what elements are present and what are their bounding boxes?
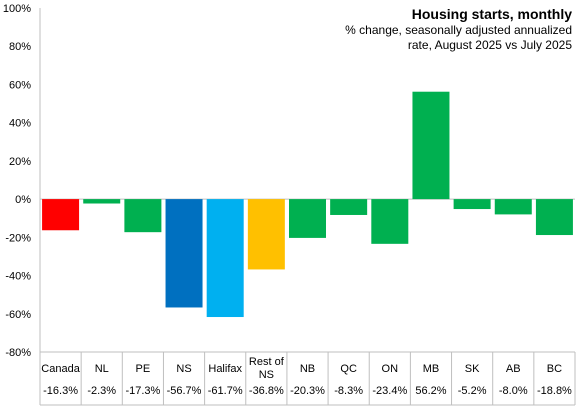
y-tick-label: 80% — [9, 41, 31, 53]
category-label: NS — [259, 369, 274, 381]
value-label: -8.0% — [499, 385, 528, 397]
y-tick-label: 0% — [15, 194, 31, 206]
value-label: -23.4% — [372, 385, 407, 397]
category-label: Halifax — [208, 363, 242, 375]
y-tick-label: -80% — [5, 347, 31, 359]
bar — [330, 199, 368, 215]
data-table: Canada -16.3% NL -2.3% PE -17.3% NS -56.7% Halif… — [40, 351, 576, 406]
value-label: 56.2% — [415, 385, 446, 397]
category-label: NB — [300, 363, 315, 375]
bar — [206, 199, 244, 318]
category-label: PE — [136, 363, 151, 375]
category-label: SK — [465, 363, 480, 375]
category-label: Rest of — [249, 356, 285, 368]
bar-series — [42, 91, 573, 318]
value-label: -2.3% — [87, 385, 116, 397]
bar — [494, 199, 532, 215]
category-label: Canada — [41, 363, 80, 375]
chart-title: Housing starts, monthly — [412, 6, 572, 22]
category-label: ON — [382, 363, 399, 375]
y-tick-label: 60% — [9, 79, 31, 91]
value-label: -5.2% — [458, 385, 487, 397]
bar — [247, 199, 285, 270]
y-tick-label: -40% — [5, 271, 31, 283]
value-label: -16.3% — [43, 385, 78, 397]
chart-subtitle-line-2: rate, August 2025 vs July 2025 — [408, 38, 572, 52]
bar — [412, 91, 450, 200]
category-label: NL — [95, 363, 109, 375]
bar — [289, 199, 326, 238]
bar — [83, 199, 121, 204]
y-tick-label: -20% — [5, 232, 31, 244]
value-label: -8.3% — [334, 385, 363, 397]
category-label: MB — [423, 363, 440, 375]
value-label: -36.8% — [249, 385, 284, 397]
bar — [165, 199, 203, 308]
category-label: QC — [340, 363, 357, 375]
bar — [453, 199, 491, 210]
value-label: -20.3% — [290, 385, 325, 397]
value-label: -17.3% — [125, 385, 160, 397]
y-tick-label: 20% — [9, 156, 31, 168]
category-label: BC — [547, 363, 562, 375]
y-tick-label: -60% — [5, 309, 31, 321]
value-label: -56.7% — [167, 385, 202, 397]
bar — [124, 199, 162, 233]
y-tick-label: 40% — [9, 118, 31, 130]
bar — [42, 199, 80, 231]
value-label: -61.7% — [208, 385, 243, 397]
y-tick-label: 100% — [3, 3, 31, 15]
bar — [535, 199, 573, 236]
chart-subtitle-line-1: % change, seasonally adjusted annualized — [345, 23, 572, 37]
bar — [371, 199, 409, 244]
category-label: AB — [506, 363, 521, 375]
value-label: -18.8% — [537, 385, 572, 397]
category-label: NS — [176, 363, 191, 375]
